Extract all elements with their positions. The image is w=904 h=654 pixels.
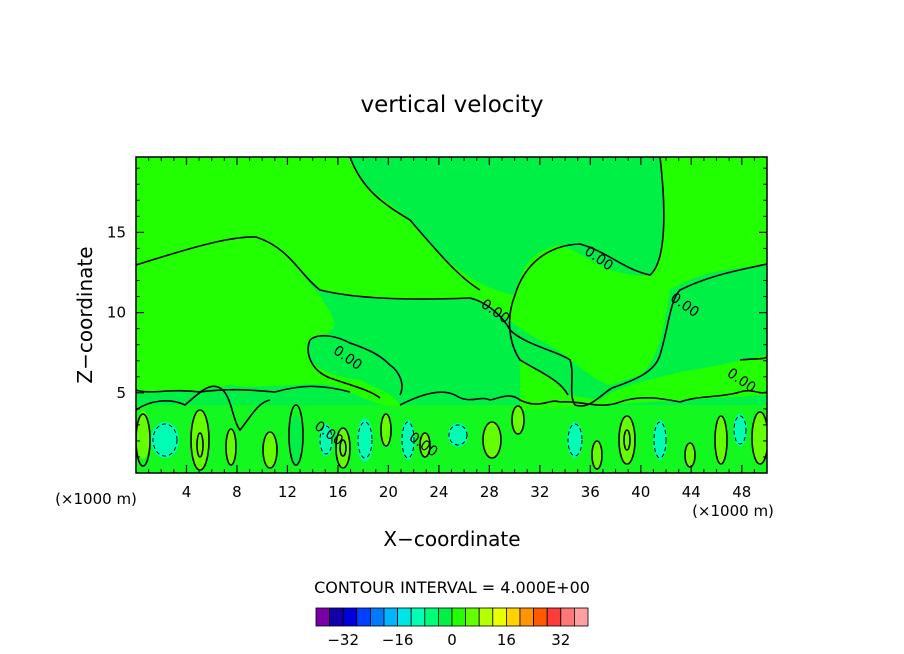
colorbar-tick-label: 32: [551, 631, 570, 649]
x-tick-label: 28: [480, 483, 499, 501]
colorbar-swatch: [492, 607, 507, 627]
x-tick-label: 40: [631, 483, 650, 501]
y-tick-label: 10: [107, 304, 126, 322]
colorbar-swatch: [451, 607, 467, 627]
colorbar-swatch: [574, 607, 589, 627]
colorbar-tick-label: 0: [447, 631, 457, 649]
field-positive-region-right: [520, 355, 767, 410]
colorbar-tick-label: −16: [382, 631, 414, 649]
colorbar-swatch: [505, 607, 521, 627]
x-axis-label: X−coordinate: [383, 527, 520, 551]
x-tick-label: 36: [581, 483, 600, 501]
x-unit-label: (×1000 m): [692, 502, 774, 520]
y-axis: 5 10 15: [107, 167, 767, 458]
field-positive-region-upper: [136, 157, 767, 385]
negative-contours: [152, 415, 747, 459]
colorbar-swatch: [465, 607, 480, 627]
x-tick-label: 8: [232, 483, 242, 501]
y-tick-label: 5: [116, 384, 126, 402]
colorbar-swatch: [560, 607, 575, 627]
x-tick-label: 16: [328, 483, 347, 501]
colorbar-swatch: [519, 607, 535, 627]
colorbar-swatch: [546, 607, 562, 627]
colorbar-swatch: [410, 607, 426, 627]
colorbar-tick-label: 16: [497, 631, 516, 649]
colorbar-swatch: [369, 607, 385, 627]
x-tick-label: 12: [278, 483, 297, 501]
colorbar-swatch: [315, 607, 331, 627]
colorbar: [315, 607, 589, 627]
colorbar-swatch: [397, 607, 412, 627]
contour-lines: [136, 157, 767, 471]
x-tick-label: 4: [182, 483, 192, 501]
colorbar-ticks: −32 −16 0 16 32: [327, 631, 570, 649]
colorbar-swatch: [342, 607, 358, 627]
colorbar-swatch: [329, 607, 344, 627]
colorbar-swatch: [383, 607, 399, 627]
x-tick-label: 20: [379, 483, 398, 501]
colorbar-swatch: [437, 607, 453, 627]
x-tick-label: 48: [732, 483, 751, 501]
chart-title: vertical velocity: [361, 92, 544, 118]
x-tick-label: 24: [429, 483, 448, 501]
colorbar-swatch: [424, 607, 439, 627]
x-axis: 4 8 12 16 20 24 28 32 36 40 44 48: [148, 157, 755, 501]
plot-area: [136, 157, 767, 473]
x-tick-label: 44: [682, 483, 701, 501]
x-tick-label: 32: [530, 483, 549, 501]
field-positive-region-left: [136, 236, 400, 406]
colorbar-tick-label: −32: [327, 631, 359, 649]
colorbar-swatch: [356, 607, 371, 627]
convective-cells: [136, 406, 767, 470]
y-unit-label: (×1000 m): [55, 490, 137, 508]
y-tick-label: 15: [107, 223, 126, 241]
y-axis-label: Z−coordinate: [73, 246, 97, 383]
contour-interval-label: CONTOUR INTERVAL = 4.000E+00: [314, 578, 590, 597]
colorbar-swatch: [533, 607, 548, 627]
colorbar-swatch: [478, 607, 494, 627]
